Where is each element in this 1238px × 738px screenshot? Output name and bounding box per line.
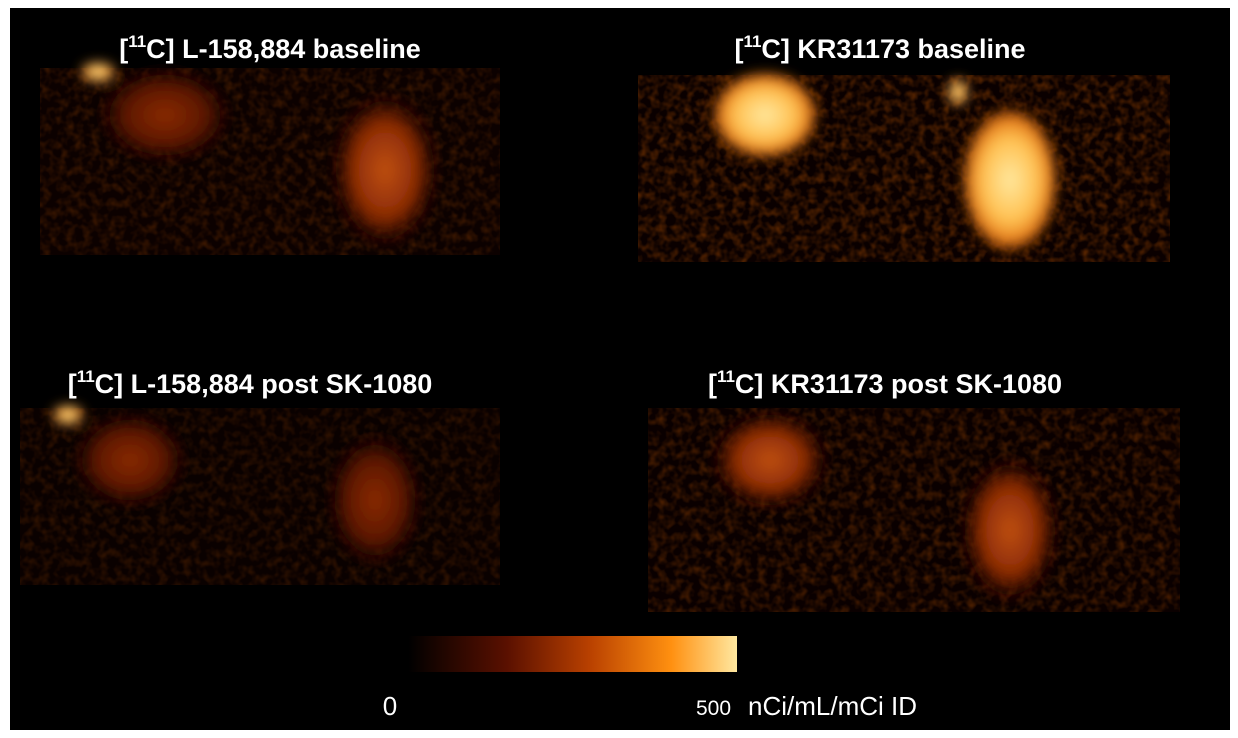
pet-image xyxy=(40,62,500,255)
panel-title: [11C] L-158,884 post SK-1080 xyxy=(68,367,433,399)
pet-image xyxy=(20,405,500,585)
colorbar-min: 0 xyxy=(383,691,397,721)
colorbar-unit: nCi/mL/mCi ID xyxy=(748,691,917,721)
pet-image xyxy=(638,70,1170,262)
colorbar xyxy=(408,636,737,672)
panel-title: [11C] L-158,884 baseline xyxy=(119,32,421,64)
pet-image xyxy=(648,408,1180,612)
panel-title: [11C] KR31173 post SK-1080 xyxy=(708,367,1062,399)
colorbar-max: 500 xyxy=(696,697,731,720)
panel-title: [11C] KR31173 baseline xyxy=(734,32,1025,64)
